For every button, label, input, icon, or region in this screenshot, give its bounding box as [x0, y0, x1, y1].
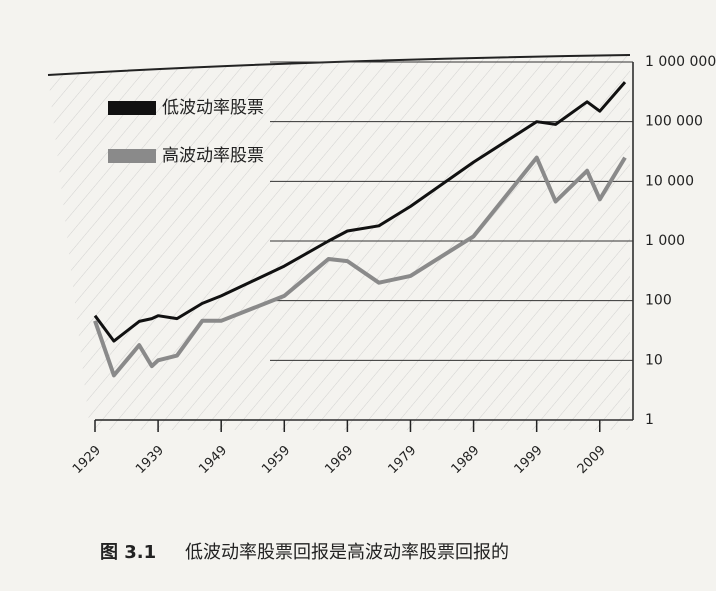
x-tick-label: 1999 [512, 443, 546, 477]
y-tick-label: 10 [645, 352, 663, 368]
x-tick-label: 1969 [322, 443, 356, 477]
x-tick-label: 1979 [385, 443, 419, 477]
x-tick-label: 1939 [133, 443, 167, 477]
y-tick-label: 10 000 [645, 173, 694, 189]
y-tick-label: 100 [645, 293, 672, 309]
legend-swatch [108, 149, 156, 163]
y-tick-label: 1 [645, 412, 654, 428]
series-line [93, 155, 627, 378]
x-tick-label: 2009 [575, 443, 609, 477]
y-tick-label: 1 000 [645, 233, 685, 249]
x-tick-label: 1959 [259, 443, 293, 477]
legend-label: 低波动率股票 [162, 98, 264, 118]
x-tick-label: 1949 [196, 443, 230, 477]
x-tick-label: 1989 [449, 443, 483, 477]
x-tick-label: 1929 [70, 443, 104, 477]
legend-swatch [108, 101, 156, 115]
caption: 低波动率股票回报是高波动率股票回报的 [185, 542, 509, 563]
legend-label: 高波动率股票 [162, 146, 264, 166]
caption-label: 图 3.1 [100, 542, 156, 563]
y-tick-label: 100 000 [645, 114, 703, 130]
y-tick-label: 1 000 000 [645, 54, 716, 70]
frame [47, 54, 631, 76]
series-line [93, 81, 627, 343]
